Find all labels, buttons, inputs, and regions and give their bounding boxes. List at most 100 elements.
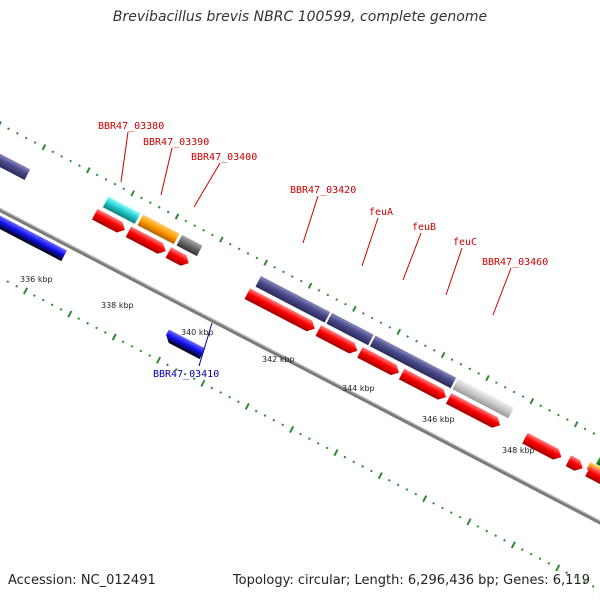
scale-minor-tick [60,155,64,158]
scale-label: 342 kbp [262,355,295,364]
scale-minor-tick [521,395,525,398]
scale-major-tick [111,333,117,341]
cds-arrow[interactable] [91,208,128,235]
scale-minor-tick [468,367,472,371]
gene-gray[interactable] [176,234,203,257]
gene-callouts: BBR47_03380 BBR47_03390 BBR47_03400 BBR4… [98,121,548,380]
gene-purple-2[interactable] [326,312,374,346]
scale-minor-tick [370,469,373,473]
gene-label-bbr47-03460[interactable]: BBR47_03460 [482,257,548,268]
callout-line [198,322,213,367]
gene-label-bbr47-03390[interactable]: BBR47_03390 [143,137,209,148]
cds-arrow[interactable] [357,346,402,378]
gene-label-feua[interactable]: feuA [369,207,393,218]
scale-minor-tick [77,317,81,320]
scale-minor-tick [361,465,364,468]
cds-arrow[interactable] [445,393,503,430]
scale-minor-tick [343,455,347,459]
scale-minor-tick [317,288,321,292]
scale-minor-tick [149,201,152,204]
scale-minor-tick [459,362,463,366]
cds-arrow[interactable] [585,465,600,502]
scale-minor-tick [95,326,98,330]
reverse-gene[interactable] [0,214,67,262]
scale-minor-tick [458,515,462,519]
scale-minor-tick [548,409,551,412]
scale-minor-tick [583,427,587,431]
scale-major-tick [510,541,516,549]
scale-minor-tick [299,279,303,283]
scale-minor-tick [219,391,223,394]
gene-purple-1[interactable] [255,275,331,323]
scale-minor-tick [193,224,197,228]
scale-minor-tick [121,340,125,344]
scale-minor-tick [396,483,400,487]
gene-label-bbr47-03410[interactable]: BBR47_03410 [153,369,219,380]
scale-major-tick [263,259,268,266]
scale-major-tick [307,282,313,289]
gene-purple-edge[interactable] [0,151,31,180]
scale-label: 346 kbp [422,415,455,424]
scale-major-tick [200,379,206,387]
scale-minor-tick [95,173,99,177]
scale-major-tick [422,495,428,503]
scale-minor-tick [122,187,126,191]
scale-major-tick [529,398,535,405]
scale-minor-tick [282,270,285,274]
gene-label-bbr47-03380[interactable]: BBR47_03380 [98,121,164,132]
scale-minor-tick [387,478,391,482]
gene-label-bbr47-03420[interactable]: BBR47_03420 [290,185,356,196]
scale-minor-tick [104,178,108,181]
gene-orange-2[interactable] [586,462,600,484]
scale-minor-tick [308,437,311,441]
scale-minor-tick [41,298,45,302]
cds-arrow[interactable] [125,226,169,256]
cds-arrow[interactable] [522,432,564,463]
inner-scale [0,275,600,595]
genome-backbone-highlight [0,189,600,542]
scale-minor-tick [441,506,444,510]
gene-lightgray[interactable] [452,378,514,419]
scale-minor-tick [210,386,214,390]
scale-minor-tick [565,571,568,574]
gene-cyan[interactable] [102,196,141,224]
scale-minor-tick [415,339,418,343]
scale-minor-tick [148,354,152,357]
scale-minor-tick [316,441,320,445]
accession-text: Accession: NC_012491 [8,573,156,588]
scale-major-tick [573,421,579,428]
scale-minor-tick [50,303,54,307]
gene-purple-3[interactable] [369,335,457,389]
scale-minor-tick [184,219,188,223]
cds-arrow[interactable] [398,368,449,403]
gene-label-feuc[interactable]: feuC [453,237,477,248]
scale-minor-tick [406,335,409,338]
genome-title: Brevibacillus brevis NBRC 100599, comple… [112,9,488,25]
gene-orange[interactable] [137,214,180,245]
scale-minor-tick [86,321,89,325]
cds-arrow[interactable] [565,455,586,473]
scale-minor-tick [228,395,231,399]
callout-line [193,162,221,208]
scale-minor-tick [174,368,178,371]
scale-label: 348 kbp [502,446,535,455]
scale-minor-tick [130,344,134,348]
scale-minor-tick [325,446,329,450]
scale-minor-tick [299,432,302,436]
scale-minor-tick [272,418,276,422]
cds-arrow[interactable] [315,325,361,356]
scale-minor-tick [388,325,392,329]
scale-minor-tick [344,302,347,306]
scale-minor-tick [255,256,259,260]
cds-arrow[interactable] [165,247,192,268]
scale-minor-tick [503,385,507,389]
reverse-gene-bbr47-03410[interactable] [163,329,206,360]
scale-minor-tick [520,548,524,551]
cds-arrow[interactable] [244,288,318,334]
gene-label-bbr47-03400[interactable]: BBR47_03400 [191,152,257,163]
gene-label-feub[interactable]: feuB [412,222,436,233]
scale-major-tick [67,310,73,318]
scale-minor-tick [538,557,542,561]
scale-minor-tick [69,159,72,163]
